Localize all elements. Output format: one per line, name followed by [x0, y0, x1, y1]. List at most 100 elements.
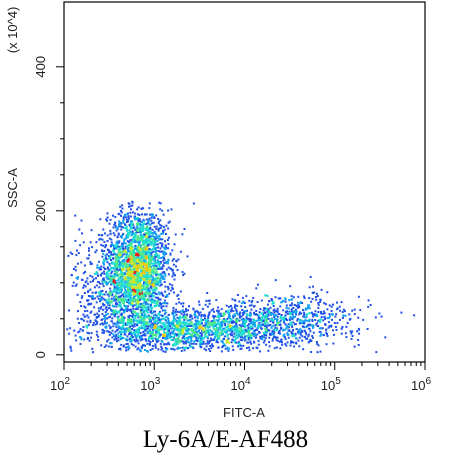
data-point [216, 309, 218, 312]
data-point [254, 313, 257, 316]
data-point [135, 282, 138, 285]
data-point [184, 341, 187, 344]
data-point [214, 331, 217, 333]
data-point [317, 302, 320, 304]
data-point [117, 241, 120, 244]
data-point [213, 321, 216, 324]
data-point [147, 277, 150, 280]
data-point [171, 319, 174, 322]
data-point [340, 332, 343, 335]
data-point [309, 323, 312, 326]
data-point [150, 252, 153, 255]
data-point [165, 327, 168, 330]
data-point [254, 336, 257, 339]
data-point [89, 241, 92, 244]
data-point [264, 320, 267, 323]
data-point [143, 247, 146, 249]
data-point [152, 272, 155, 275]
data-point [168, 329, 171, 332]
data-point [250, 325, 253, 328]
data-point [141, 297, 144, 300]
data-point [115, 325, 118, 328]
data-point [221, 346, 224, 349]
data-point [213, 319, 216, 322]
data-point [149, 267, 151, 270]
data-point [150, 259, 153, 262]
data-point [351, 309, 354, 312]
data-point [119, 321, 122, 324]
data-point [116, 282, 119, 285]
data-point [283, 336, 286, 339]
data-point [303, 316, 306, 319]
data-point [312, 326, 314, 329]
data-point [119, 266, 122, 269]
data-point [119, 205, 122, 208]
data-point [128, 331, 131, 334]
data-point [297, 331, 299, 334]
data-point [221, 320, 224, 323]
data-point [140, 287, 142, 290]
data-point [251, 299, 254, 302]
data-point [134, 218, 137, 221]
data-point [257, 339, 260, 342]
data-point [168, 220, 171, 223]
data-point [137, 281, 139, 284]
data-point [147, 249, 150, 252]
data-point [268, 336, 271, 339]
data-point [158, 264, 161, 267]
data-point [256, 333, 259, 336]
data-point [155, 315, 158, 318]
data-point [125, 213, 128, 216]
data-point [117, 318, 120, 321]
data-point [110, 332, 113, 335]
data-point [112, 313, 115, 316]
data-point [247, 338, 250, 341]
data-point [330, 305, 333, 308]
data-point [152, 250, 155, 253]
data-point [127, 288, 130, 291]
data-point [252, 335, 255, 337]
data-point [348, 313, 351, 316]
data-point [139, 233, 142, 236]
data-point [158, 201, 161, 204]
data-point [181, 316, 184, 319]
data-point [279, 319, 282, 322]
data-point [201, 307, 204, 310]
data-point [250, 342, 253, 345]
data-point [138, 237, 141, 240]
data-point [157, 227, 160, 230]
data-point [123, 291, 126, 294]
data-point [95, 301, 98, 304]
data-point [121, 318, 124, 321]
data-point [107, 266, 109, 269]
x-tick-label: 103 [140, 376, 160, 393]
data-point [157, 339, 160, 342]
data-point [149, 285, 152, 288]
data-point [216, 319, 219, 322]
data-point [303, 297, 306, 299]
data-point [112, 250, 115, 253]
data-point [118, 240, 121, 243]
data-point [133, 268, 136, 270]
data-point [227, 327, 230, 330]
data-point [161, 347, 164, 350]
data-point [128, 232, 131, 235]
data-point [92, 351, 94, 354]
data-point [150, 320, 152, 323]
data-point [103, 298, 106, 301]
data-point [323, 315, 326, 318]
data-point [119, 262, 121, 265]
data-point [128, 347, 131, 350]
data-point [137, 306, 140, 309]
data-point [222, 345, 225, 347]
data-point [108, 281, 111, 283]
data-point [132, 318, 135, 321]
data-point [300, 319, 303, 322]
data-point [235, 341, 238, 344]
data-point [126, 299, 128, 302]
data-point [149, 273, 152, 276]
data-point [255, 346, 258, 349]
data-point [204, 317, 206, 320]
data-point [290, 340, 293, 343]
data-point [164, 324, 167, 327]
